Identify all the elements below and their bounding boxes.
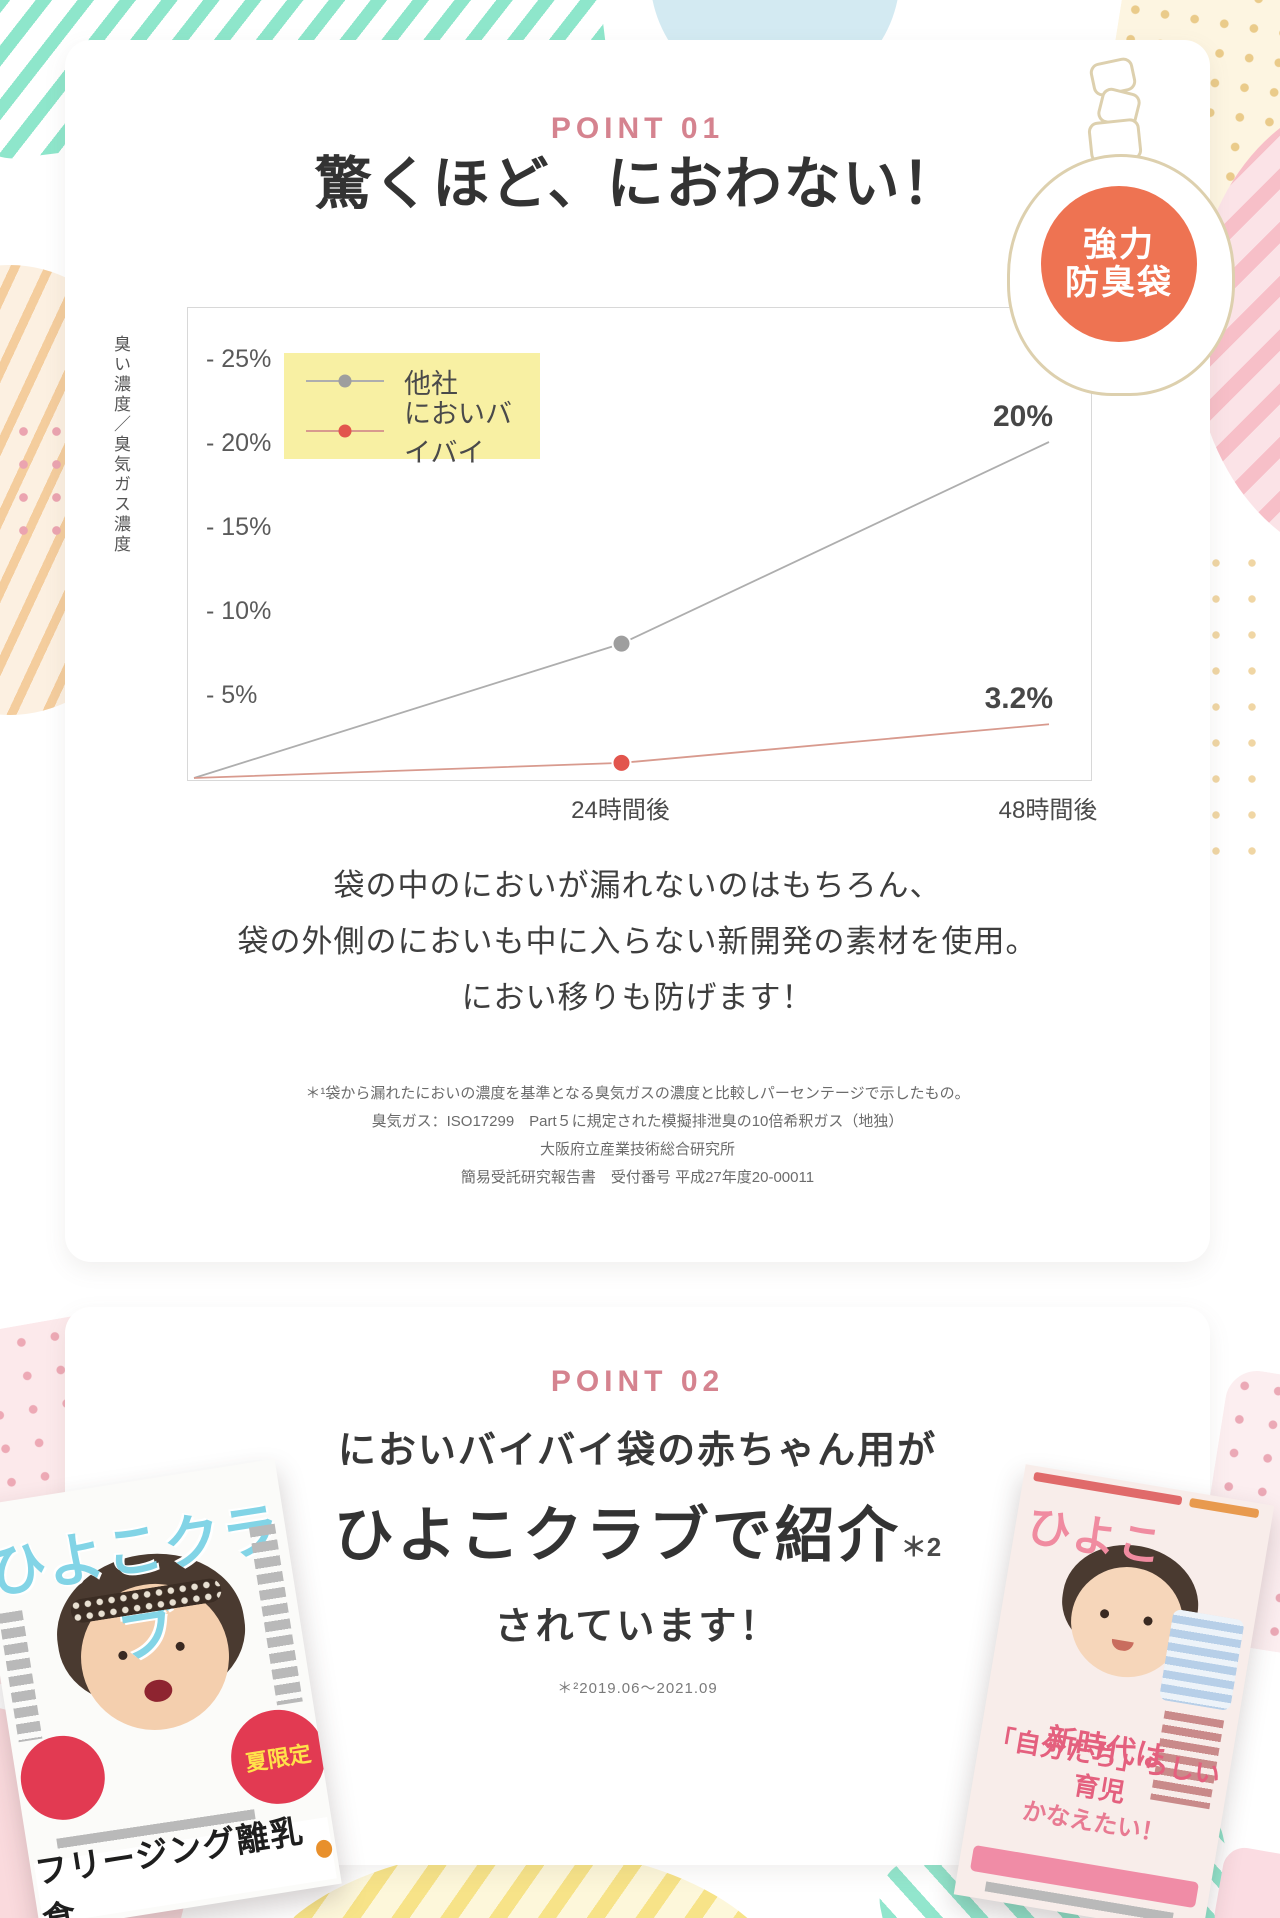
point-02-headline: ひよこクラブで紹介＊2	[65, 1487, 1210, 1574]
headline-text: ひよこクラブで紹介	[333, 1502, 901, 1569]
badge-label: 夏限定	[243, 1740, 313, 1776]
legend-dot-icon	[338, 374, 352, 388]
legend-item: においバイバイ	[306, 399, 518, 468]
point-02-line1: においバイバイ袋の赤ちゃん用が	[337, 1430, 938, 1472]
footnote-line: 簡易受託研究報告書 受付番号 平成27年度20-00011	[460, 1169, 815, 1186]
point-02-line3: されています！	[494, 1606, 781, 1648]
odor-comparison-chart: - 25% - 20% - 15% - 10% - 5% 20% 3.2% 他社 においバイバ…	[187, 307, 1092, 781]
body-line: 袋の外側のにおいも中に入らない新開発の素材を使用。	[237, 924, 1038, 959]
chart-legend: 他社 においバイバイ	[284, 353, 540, 468]
x-axis-label: 24時間後	[571, 797, 670, 824]
series-line	[193, 441, 1050, 779]
headline-note-marker: ＊2	[900, 1532, 942, 1562]
legend-label: 他社	[404, 368, 458, 399]
chart-x-axis-labels: 24時間後 48時間後	[187, 790, 1097, 824]
chart-plot-area: - 25% - 20% - 15% - 10% - 5% 20% 3.2%	[193, 345, 1053, 779]
magazine-bottom-headline: フリージング離乳食	[32, 1812, 337, 1918]
strong-deodorant-bag-badge: 強力 防臭袋	[995, 55, 1245, 396]
point-01-body-text: 袋の中のにおいが漏れないのはもちろん、 袋の外側のにおいも中に入らない新開発の素…	[65, 858, 1210, 1026]
series-marker	[611, 633, 632, 654]
badge-text-line2: 防臭袋	[1065, 264, 1173, 302]
series-end-value-label: 3.2%	[985, 682, 1053, 715]
body-line: 袋の中のにおいが漏れないのはもちろん、	[333, 868, 942, 903]
series-marker	[611, 752, 632, 773]
footnote-line: ＊¹袋から漏れたにおいの濃度を基準となる臭気ガスの濃度と比較しパーセンテージで示…	[305, 1085, 970, 1102]
point-02-kicker: POINT 02	[550, 1365, 725, 1398]
legend-item: 他社	[306, 356, 518, 406]
red-badge	[14, 1729, 111, 1826]
legend-line-icon	[306, 374, 384, 388]
point-01-kicker: POINT 01	[550, 112, 725, 145]
summer-limited-badge: 夏限定	[224, 1703, 332, 1811]
y-tick-label: - 10%	[206, 597, 271, 625]
footnote-line: 臭気ガス：ISO17299 Part５に規定された模擬排泄臭の10倍希釈ガス（地…	[371, 1113, 904, 1130]
badge-circle: 強力 防臭袋	[1041, 186, 1197, 342]
y-tick-label: - 25%	[206, 345, 271, 373]
series-end-value-label: 20%	[993, 400, 1053, 433]
body-line: におい移りも防げます！	[461, 980, 814, 1015]
orange-dot-icon	[314, 1838, 334, 1860]
blue-info-box	[1158, 1608, 1245, 1712]
point-02-footnote: ＊²2019.06～2021.09	[557, 1680, 718, 1697]
y-tick-label: - 5%	[206, 681, 257, 709]
y-tick-label: - 15%	[206, 513, 271, 541]
magazine-logo: ひよこ	[1023, 1501, 1168, 1573]
chart-y-axis-label: 臭い濃度／臭気ガス濃度	[111, 335, 130, 555]
point-01-footnotes: ＊¹袋から漏れたにおいの濃度を基準となる臭気ガスの濃度と比較しパーセンテージで示…	[65, 1080, 1210, 1192]
legend-label: においバイバイ	[404, 399, 512, 468]
cream-dots-decoration-right-middle	[1198, 545, 1280, 865]
pink-dots-decoration-left	[0, 415, 74, 555]
badge-text-line1: 強力	[1083, 225, 1155, 264]
y-tick-label: - 20%	[206, 429, 271, 457]
legend-dot-icon	[338, 424, 352, 438]
footnote-line: 大阪府立産業技術総合研究所	[539, 1141, 735, 1158]
top-strip	[1188, 1497, 1260, 1519]
point-01-title: 驚くほど、におわない！	[314, 152, 961, 216]
x-axis-label: 48時間後	[998, 797, 1098, 824]
legend-line-icon	[306, 424, 384, 438]
point-01-card: POINT 01 驚くほど、におわない！ 臭い濃度／臭気ガス濃度 - 25% - …	[65, 40, 1210, 1262]
